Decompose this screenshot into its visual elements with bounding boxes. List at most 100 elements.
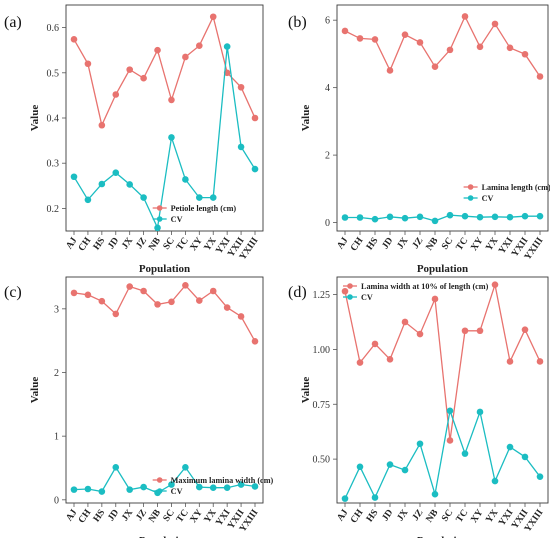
data-point-s0-1 [84,60,92,68]
data-point-s1-1 [84,196,92,204]
data-point-s1-10 [491,477,499,485]
x-axis-title: Population [417,535,468,538]
data-point-s1-3 [112,169,120,176]
legend-swatch-point-1 [156,216,163,222]
y-tick-label: 0.75 [313,400,331,411]
legend-swatch-point-1 [467,195,474,201]
data-point-s0-10 [209,13,217,21]
x-tick-label: NB [147,235,163,252]
data-point-s1-4 [126,486,133,493]
x-tick-label: NB [147,507,163,524]
x-tick-label: XY [469,508,485,525]
x-tick-label: JX [120,508,135,523]
series-line-1 [344,408,541,500]
x-tick-label: XY [189,236,205,253]
data-point-s0-9 [196,297,203,304]
data-point-s1-11 [506,443,514,451]
data-point-s1-5 [140,483,147,491]
legend-label: CV [171,215,183,224]
data-point-s1-0 [341,214,349,221]
data-point-s1-5 [140,194,147,201]
data-point-s1-6 [154,224,161,232]
x-tick-label: SC [162,508,177,524]
legend-label: CV [361,293,373,302]
data-point-s1-4 [126,181,133,188]
x-tick-label: JX [120,236,135,251]
legend-swatch-point-1 [347,294,353,300]
data-point-s0-8 [461,327,469,335]
legend-swatch-point-0 [156,477,163,483]
y-tick-label: 3 [54,304,59,315]
panel-label: (b) [288,14,307,31]
x-tick-label: HS [92,508,107,524]
data-point-s0-0 [70,289,78,297]
data-point-s0-7 [168,96,175,104]
y-tick-label: 0 [54,495,59,506]
data-point-s0-2 [371,36,379,43]
data-point-s1-12 [521,453,529,461]
x-tick-label: SC [440,508,455,524]
data-point-s1-13 [536,212,544,220]
data-point-s0-11 [506,44,514,52]
data-point-s1-4 [401,466,409,474]
data-point-s1-9 [196,483,203,491]
data-point-s1-2 [98,180,106,188]
data-point-s1-6 [431,490,439,498]
data-point-s0-6 [154,46,161,54]
data-point-s1-0 [70,486,78,493]
x-tick-label: HS [365,508,380,524]
plot-frame [65,276,264,504]
panel-label: (c) [4,284,22,301]
panel-label: (d) [288,284,307,301]
y-tick-label: 0.2 [47,204,60,215]
data-point-s0-2 [371,340,379,348]
data-point-s1-0 [341,495,349,502]
data-point-s0-1 [356,359,364,366]
x-tick-label: TC [175,508,191,525]
data-point-s0-7 [446,46,454,54]
data-point-s0-13 [536,73,544,80]
legend-label: Lamina length (cm) [482,183,550,192]
data-point-s0-8 [182,281,189,289]
plot-frame [336,4,549,232]
data-point-s1-10 [209,194,217,201]
x-axis-title: Population [417,263,468,275]
data-point-s0-11 [223,304,231,311]
x-tick-label: CH [77,507,94,525]
x-tick-label: JD [106,508,121,523]
data-point-s1-7 [168,481,175,488]
series-line-0 [73,14,256,128]
legend: Lamina width at 10% of length (cm) CV [343,282,489,302]
data-point-s0-3 [386,355,394,363]
data-point-s1-12 [237,143,245,151]
y-axis-title: Value [300,377,312,404]
x-tick-label: XY [469,236,485,253]
data-point-s0-10 [209,287,217,295]
data-point-s0-0 [341,287,349,295]
data-point-s1-9 [196,194,203,201]
y-tick-label: 0.6 [47,23,60,34]
data-point-s1-2 [371,494,379,501]
data-point-s0-7 [168,298,175,306]
legend-swatch-point-0 [467,184,474,190]
data-point-s1-9 [476,408,484,416]
y-tick-label: 0 [325,218,330,229]
data-point-s1-8 [461,212,469,220]
y-tick-label: 1.00 [313,345,331,356]
x-axis-title: Population [139,535,190,538]
x-tick-label: JZ [411,236,426,251]
legend-swatch-point-1 [156,488,163,494]
data-point-s1-10 [209,484,217,492]
data-point-s1-12 [521,212,529,220]
y-tick-label: 0.5 [47,68,60,79]
legend-label: Petiole length (cm) [171,204,237,213]
data-point-s1-7 [446,407,454,415]
data-point-s0-3 [112,310,120,318]
data-point-s1-9 [476,213,484,221]
x-tick-label: XY [189,508,205,525]
data-point-s1-12 [237,481,245,488]
plot-frame [336,276,549,504]
data-point-s1-13 [251,483,259,490]
x-tick-label: JZ [135,236,150,251]
